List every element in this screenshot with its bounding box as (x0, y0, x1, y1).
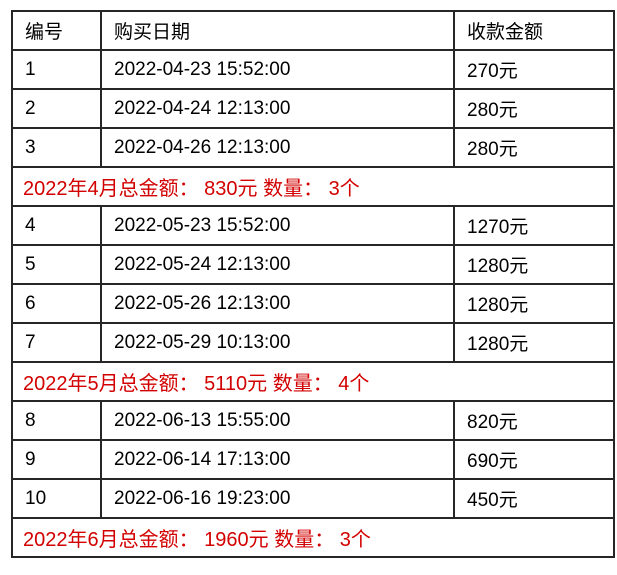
table-row: 6 2022-05-26 12:13:00 1280元 (11, 283, 615, 324)
table-body: 1 2022-04-23 15:52:00 270元 2 2022-04-24 12:1… (11, 49, 615, 558)
cell-id: 9 (11, 439, 102, 480)
column-header-id: 编号 (11, 10, 102, 51)
cell-date: 2022-06-14 17:13:00 (100, 439, 455, 480)
table-header-row: 编号 购买日期 收款金额 (11, 10, 615, 51)
cell-id: 1 (11, 49, 102, 90)
cell-amount: 1280元 (453, 283, 615, 324)
month-summary-text: 2022年6月总金额： 1960元 数量： 3个 (11, 517, 615, 558)
cell-amount: 280元 (453, 127, 615, 168)
cell-date: 2022-06-13 15:55:00 (100, 400, 455, 441)
cell-amount: 450元 (453, 478, 615, 519)
cell-id: 3 (11, 127, 102, 168)
table-row: 5 2022-05-24 12:13:00 1280元 (11, 244, 615, 285)
cell-amount: 1270元 (453, 205, 615, 246)
table-row: 7 2022-05-29 10:13:00 1280元 (11, 322, 615, 363)
column-header-date: 购买日期 (100, 10, 455, 51)
cell-id: 6 (11, 283, 102, 324)
cell-amount: 820元 (453, 400, 615, 441)
cell-date: 2022-04-23 15:52:00 (100, 49, 455, 90)
cell-id: 8 (11, 400, 102, 441)
table-row: 2 2022-04-24 12:13:00 280元 (11, 88, 615, 129)
month-summary-row: 2022年5月总金额： 5110元 数量： 4个 (11, 361, 615, 402)
table-row: 10 2022-06-16 19:23:00 450元 (11, 478, 615, 519)
column-header-amount: 收款金额 (453, 10, 615, 51)
cell-date: 2022-05-24 12:13:00 (100, 244, 455, 285)
table-row: 3 2022-04-26 12:13:00 280元 (11, 127, 615, 168)
purchase-table: 编号 购买日期 收款金额 1 2022-04-23 15:52:00 270元 2 20… (11, 10, 615, 558)
month-summary-text: 2022年5月总金额： 5110元 数量： 4个 (11, 361, 615, 402)
document-page: 编号 购买日期 收款金额 1 2022-04-23 15:52:00 270元 2 20… (11, 10, 615, 558)
month-summary-text: 2022年4月总金额： 830元 数量： 3个 (11, 166, 615, 207)
cell-id: 5 (11, 244, 102, 285)
cell-id: 2 (11, 88, 102, 129)
cell-date: 2022-05-23 15:52:00 (100, 205, 455, 246)
table-row: 9 2022-06-14 17:13:00 690元 (11, 439, 615, 480)
cell-date: 2022-05-26 12:13:00 (100, 283, 455, 324)
month-summary-row: 2022年4月总金额： 830元 数量： 3个 (11, 166, 615, 207)
cell-date: 2022-04-24 12:13:00 (100, 88, 455, 129)
cell-id: 7 (11, 322, 102, 363)
cell-date: 2022-05-29 10:13:00 (100, 322, 455, 363)
cell-amount: 280元 (453, 88, 615, 129)
table-row: 1 2022-04-23 15:52:00 270元 (11, 49, 615, 90)
cell-amount: 1280元 (453, 322, 615, 363)
cell-id: 10 (11, 478, 102, 519)
cell-amount: 270元 (453, 49, 615, 90)
cell-amount: 1280元 (453, 244, 615, 285)
month-summary-row: 2022年6月总金额： 1960元 数量： 3个 (11, 517, 615, 558)
cell-id: 4 (11, 205, 102, 246)
cell-amount: 690元 (453, 439, 615, 480)
cell-date: 2022-04-26 12:13:00 (100, 127, 455, 168)
cell-date: 2022-06-16 19:23:00 (100, 478, 455, 519)
table-row: 4 2022-05-23 15:52:00 1270元 (11, 205, 615, 246)
table-row: 8 2022-06-13 15:55:00 820元 (11, 400, 615, 441)
